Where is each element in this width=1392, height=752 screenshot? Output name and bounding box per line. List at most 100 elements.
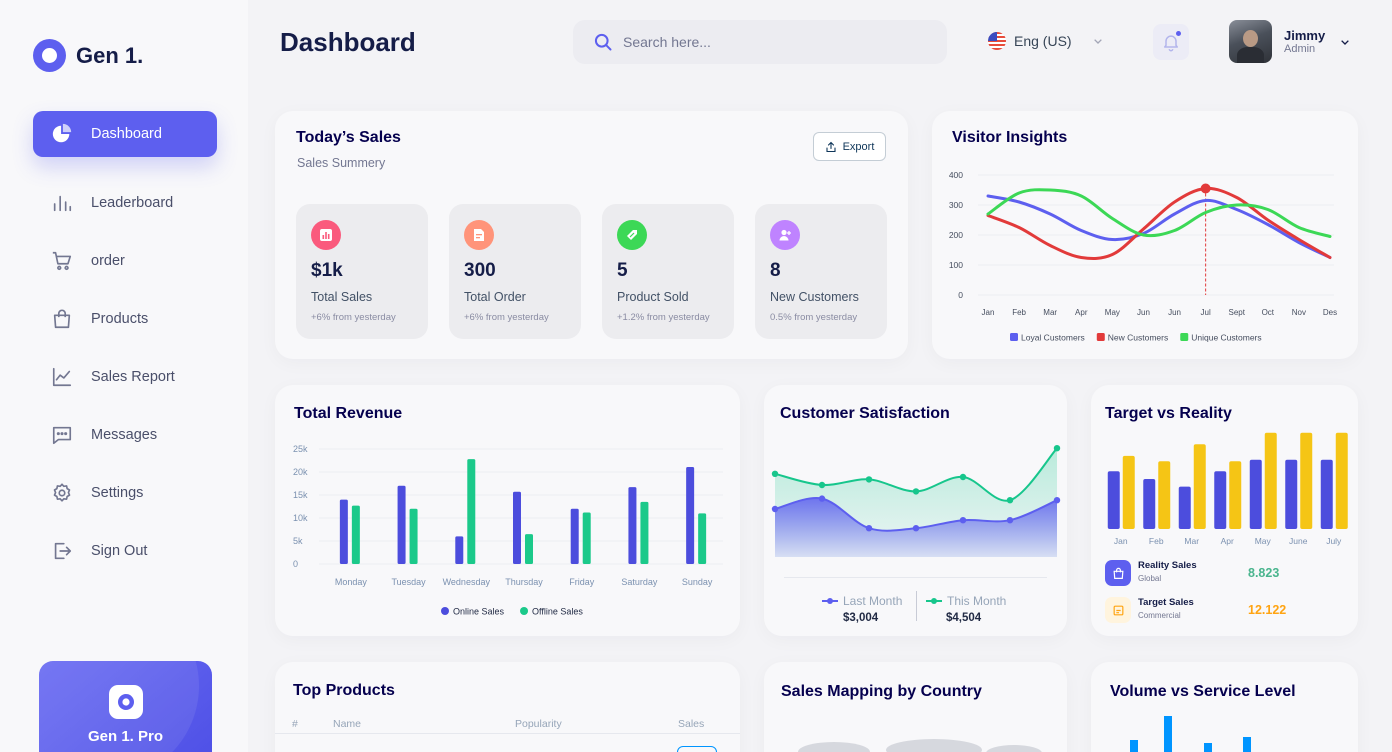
x-tick-label: Jan <box>1114 536 1128 546</box>
stat-change: 0.5% from yesterday <box>770 312 858 323</box>
logo-icon <box>33 39 66 72</box>
bar <box>628 487 637 564</box>
y-tick-label: 300 <box>949 200 963 210</box>
card-title: Sales Mapping by Country <box>781 683 982 700</box>
sidebar-item-sign-out[interactable]: Sign Out <box>33 528 217 574</box>
y-tick-label: 200 <box>949 230 963 240</box>
sidebar-item-order[interactable]: order <box>33 238 217 284</box>
search-bar[interactable] <box>573 20 947 64</box>
series-line <box>986 194 1332 259</box>
search-input[interactable] <box>623 34 923 50</box>
last-month-value: $3,004 <box>843 612 879 624</box>
divider <box>784 577 1047 578</box>
sidebar-item-leaderboard[interactable]: Leaderboard <box>33 180 217 226</box>
stat-new-customers: 8 New Customers 0.5% from yesterday <box>755 204 887 339</box>
notification-button[interactable] <box>1153 24 1189 60</box>
sign-out-icon <box>54 542 72 560</box>
export-button[interactable]: Export <box>813 132 886 161</box>
bar <box>1158 461 1171 529</box>
logo[interactable]: Gen 1. <box>33 39 143 72</box>
card-subtitle: Sales Summery <box>297 156 386 170</box>
gear-icon <box>53 483 71 502</box>
us-flag-icon <box>988 32 1006 50</box>
x-tick-label: Feb <box>1012 308 1026 317</box>
data-point <box>1053 497 1061 504</box>
stat-change: +6% from yesterday <box>311 312 396 323</box>
this-month-value: $4,504 <box>946 612 982 624</box>
bar <box>1229 461 1242 529</box>
app-name: Gen 1. <box>76 42 144 68</box>
x-tick-label: Feb <box>1149 536 1164 546</box>
pro-upgrade-card[interactable]: Gen 1. Pro <box>39 661 212 752</box>
sidebar-item-messages[interactable]: Messages <box>33 412 217 458</box>
divider <box>275 733 740 734</box>
x-tick-label: Nov <box>1292 308 1306 317</box>
x-tick-label: Monday <box>335 577 368 587</box>
user-profile-menu[interactable]: Jimmy Admin <box>1229 20 1353 63</box>
customer-satisfaction-chart <box>771 445 1061 557</box>
bag-icon <box>1105 560 1131 586</box>
series-line <box>986 188 1332 238</box>
bar <box>1178 486 1191 529</box>
stat-value: 5 <box>617 260 628 281</box>
x-tick-label: May <box>1105 308 1120 317</box>
sidebar-item-products[interactable]: Products <box>33 296 217 342</box>
bar <box>1143 478 1156 529</box>
data-point <box>865 476 873 483</box>
sidebar-item-settings[interactable]: Settings <box>33 470 217 516</box>
stat-change: +1.2% from yesterday <box>617 312 710 323</box>
bar <box>1300 432 1313 529</box>
y-tick-label: 20k <box>293 467 308 477</box>
bar <box>582 512 591 564</box>
data-point <box>912 525 920 532</box>
bar <box>1214 471 1227 529</box>
line-chart-icon <box>52 367 72 387</box>
card-title: Visitor Insights <box>952 129 1068 146</box>
sidebar-item-sales-report[interactable]: Sales Report <box>33 354 217 400</box>
column-header-popularity: Popularity <box>515 718 562 730</box>
page-title: Dashboard <box>280 27 416 57</box>
x-tick-label: Mar <box>1184 536 1199 546</box>
bar <box>467 459 476 564</box>
stat-total-sales: $1k Total Sales +6% from yesterday <box>296 204 428 339</box>
y-tick-label: 0 <box>293 559 298 569</box>
x-tick-label: Jul <box>1201 308 1211 317</box>
data-point <box>959 517 967 524</box>
pro-title: Gen 1. Pro <box>87 728 164 745</box>
highlight-point <box>1200 183 1211 194</box>
target-icon <box>1105 597 1131 623</box>
todays-sales-card: Today’s Sales Sales Summery Export $1k T… <box>275 111 908 359</box>
bar <box>1204 743 1212 752</box>
x-tick-label: Des <box>1323 308 1337 317</box>
data-point <box>771 505 779 513</box>
x-tick-label: Mar <box>1043 308 1057 317</box>
legend-label: Loyal Customers <box>1021 333 1085 343</box>
x-tick-label: Sunday <box>682 577 713 587</box>
data-point <box>912 488 920 495</box>
data-point <box>959 473 967 481</box>
user-role: Admin <box>1284 43 1316 55</box>
data-point <box>865 525 873 532</box>
sidebar-item-dashboard[interactable]: Dashboard <box>33 111 217 157</box>
data-point <box>1053 445 1061 452</box>
y-tick-label: 15k <box>293 490 308 500</box>
y-tick-label: 100 <box>949 260 963 270</box>
y-tick-label: 400 <box>949 170 963 180</box>
last-month-legend: Last Month <box>822 594 902 608</box>
stat-label: Total Order <box>464 290 526 304</box>
x-tick-label: June <box>1289 536 1308 546</box>
customer-satisfaction-card: Customer Satisfaction Last Month $3,004 … <box>764 385 1067 636</box>
stat-total-order: 300 Total Order +6% from yesterday <box>449 204 581 339</box>
column-header-number: # <box>292 718 298 730</box>
language-selector[interactable]: Eng (US) <box>988 32 1106 50</box>
stat-value: $1k <box>311 260 343 281</box>
bar <box>339 499 348 564</box>
card-title: Volume vs Service Level <box>1110 683 1296 700</box>
pie-chart-icon <box>52 123 72 143</box>
user-name: Jimmy <box>1284 28 1326 43</box>
volume-service-card: Volume vs Service Level <box>1091 662 1358 752</box>
bar <box>1130 740 1138 752</box>
x-tick-label: Apr <box>1221 536 1234 546</box>
chevron-down-icon <box>1341 39 1350 45</box>
legend-label: This Month <box>947 594 1007 608</box>
